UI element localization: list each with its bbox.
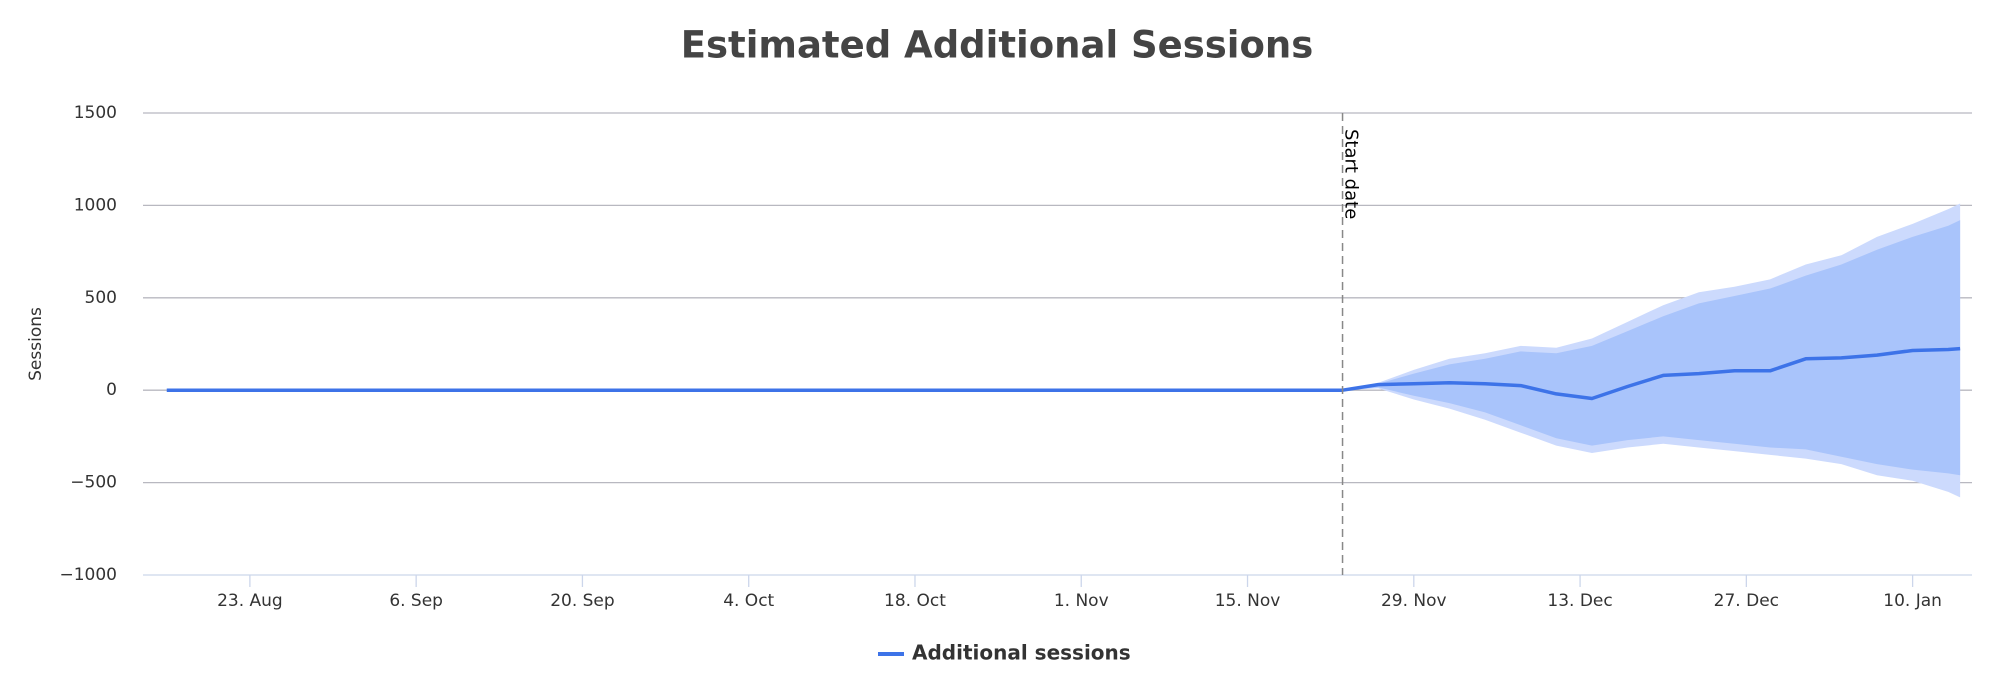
x-tick-label: 20. Sep [550,591,614,611]
x-tick-label: 23. Aug [217,591,283,611]
y-tick-label: 0 [106,380,117,400]
x-tick-label: 18. Oct [884,591,946,611]
x-tick-label: 15. Nov [1215,591,1281,611]
y-tick-label: 1500 [74,103,117,123]
x-tick-label: 4. Oct [723,591,774,611]
line [166,346,1961,401]
x-tick-label: 13. Dec [1547,591,1612,611]
x-tick-label: 1. Nov [1054,591,1109,611]
chart-title: Estimated Additional Sessions [681,24,1314,67]
x-tick-label: 29. Nov [1381,591,1447,611]
y-tick-label: −500 [70,473,117,493]
x-tick-label: 6. Sep [389,591,443,611]
y-tick-label: −1000 [59,565,117,585]
y-tick-label: 1000 [74,195,117,215]
plot-line-label: Start date [1341,129,1362,219]
y-tick-label: 500 [85,288,117,308]
x-tick-label: 27. Dec [1714,591,1779,611]
y-axis-label: Sessions [26,307,46,381]
range-area [1342,220,1961,476]
legend-item[interactable]: Additional sessions [878,641,1131,665]
x-tick-label: 10. Jan [1883,591,1942,611]
legend-label: Additional sessions [912,641,1131,665]
